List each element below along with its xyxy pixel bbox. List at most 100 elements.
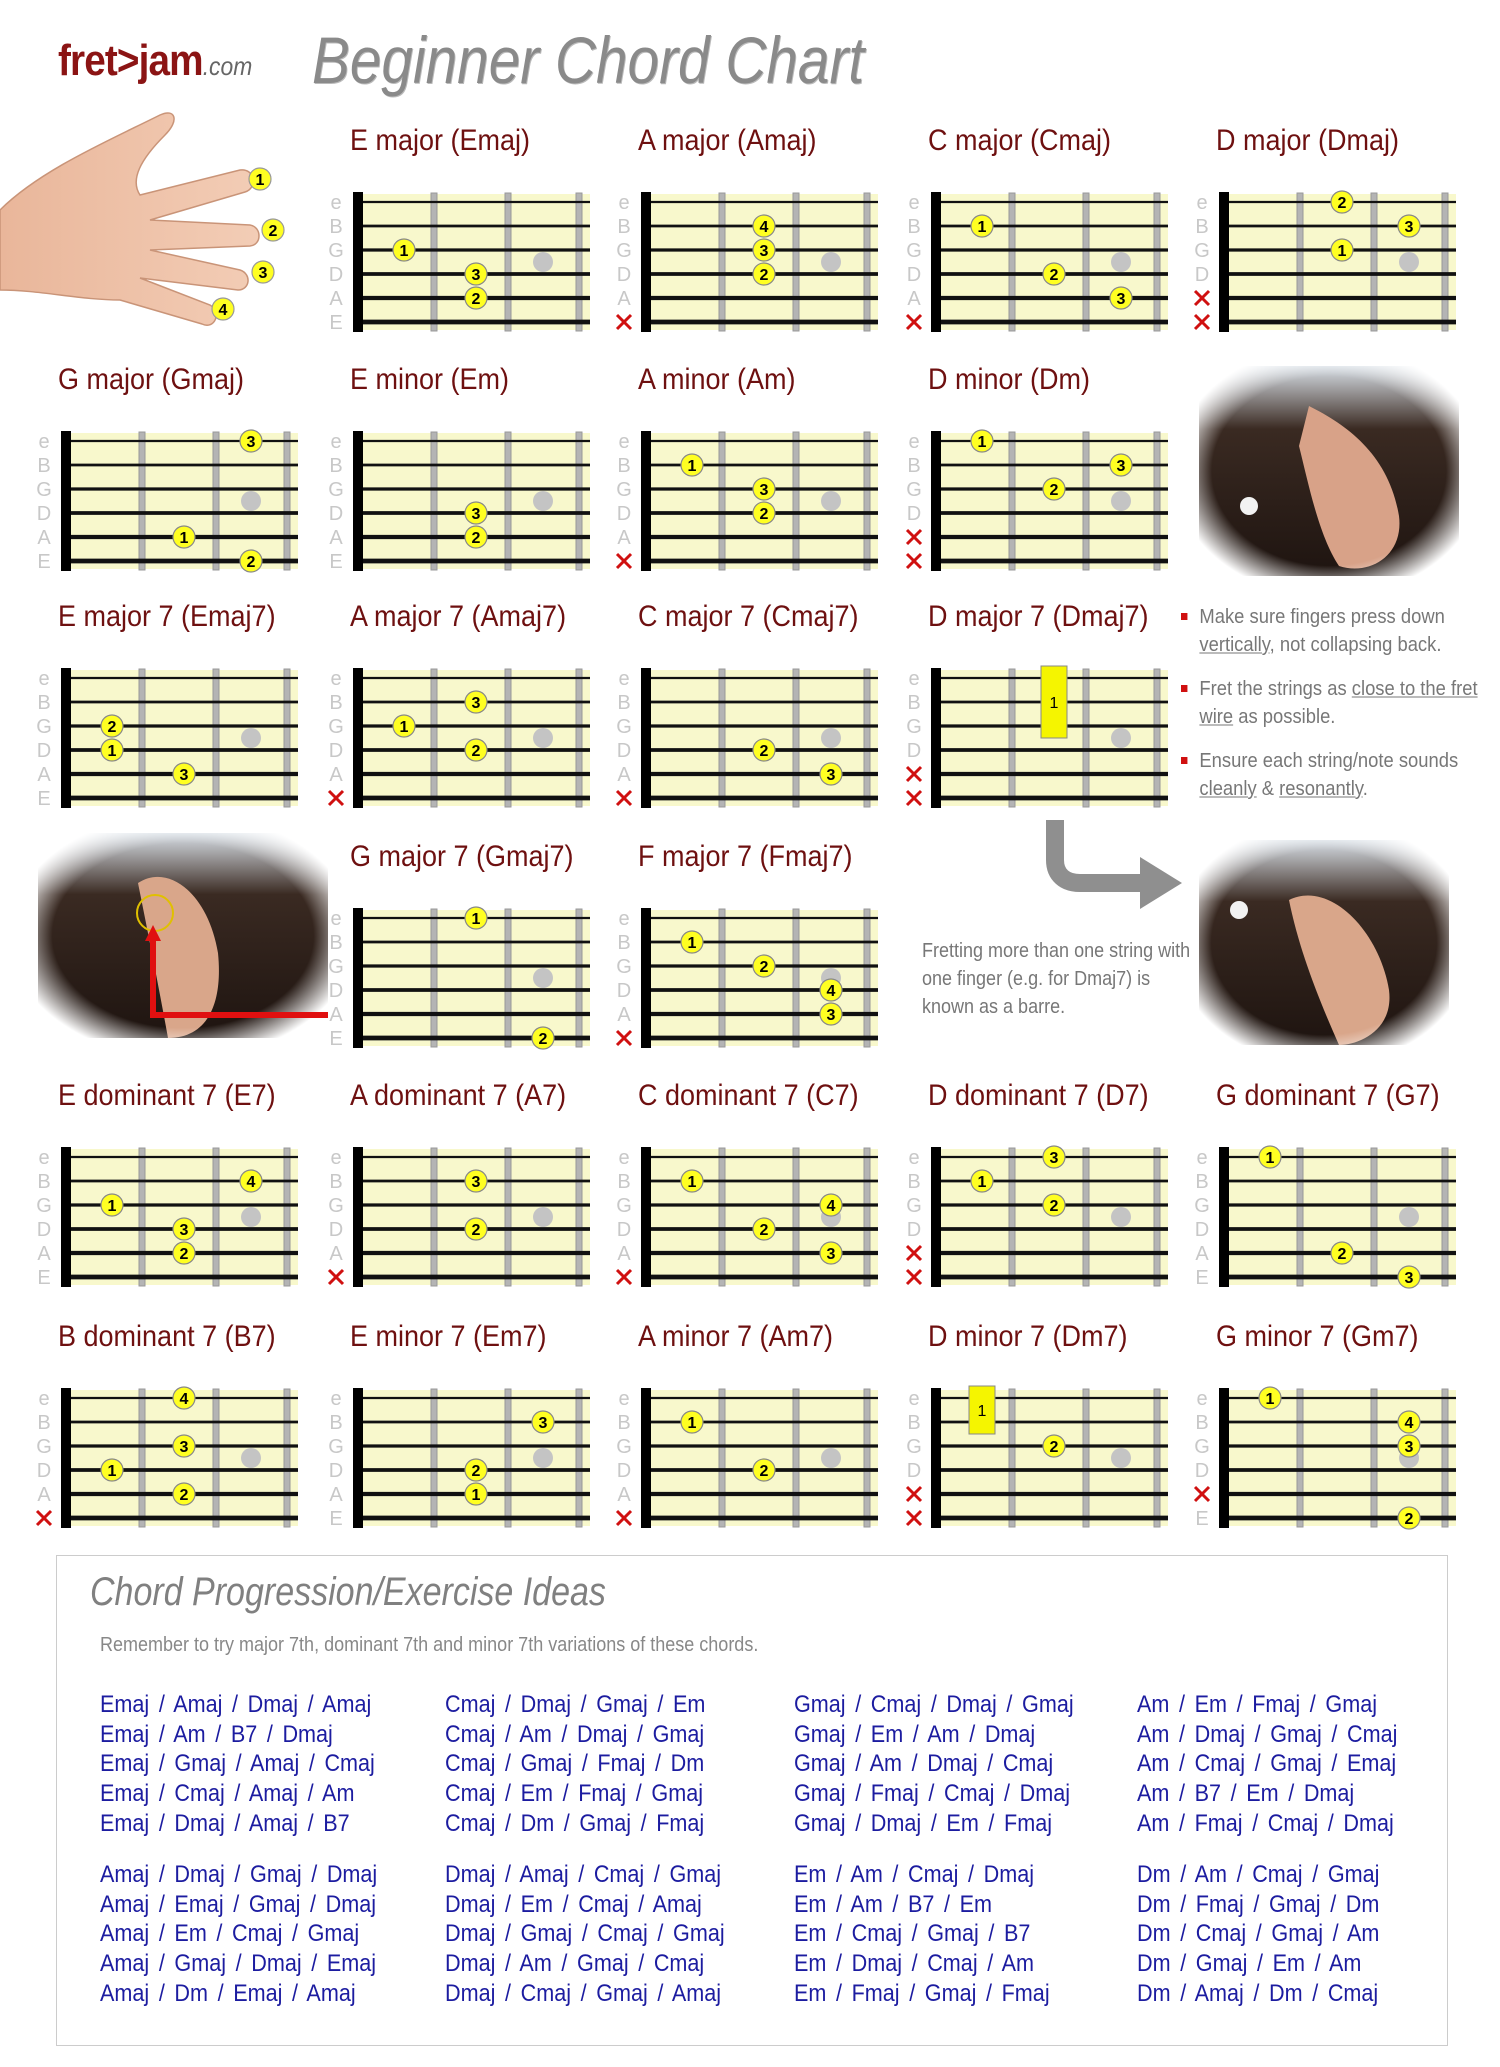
- nut: [353, 668, 363, 808]
- finger-marker: 2: [1330, 1241, 1354, 1265]
- string-label: G: [1194, 1195, 1210, 1217]
- fret-marker: [1111, 252, 1131, 272]
- finger-marker: 1: [680, 930, 704, 954]
- muted-string-icon: [905, 552, 923, 570]
- svg-text:3: 3: [259, 265, 268, 282]
- fretboard: [646, 910, 878, 1046]
- chord-title: D dominant 7 (D7): [928, 1079, 1149, 1112]
- tip-emphasis: resonantly: [1279, 778, 1363, 800]
- string-label: E: [37, 788, 50, 810]
- fret-wire: [1082, 1388, 1090, 1528]
- string-label: A: [907, 288, 921, 310]
- barre-note: Fretting more than one string with one f…: [922, 940, 1191, 1018]
- string-label: e: [1196, 1388, 1207, 1410]
- fret-wire: [430, 668, 438, 808]
- progression-line: Dm / Fmaj / Gmaj / Dm: [1137, 1890, 1380, 1918]
- progression-line: Dm / Cmaj / Gmaj / Am: [1137, 1920, 1380, 1948]
- muted-string-icon: [905, 1485, 923, 1503]
- fret-wire: [138, 1147, 146, 1287]
- nut: [1219, 192, 1229, 332]
- finger-marker: 2: [464, 738, 488, 762]
- string-label: D: [617, 1460, 631, 1482]
- chord-title: A major (Amaj): [638, 124, 817, 157]
- fretboard: [358, 194, 590, 330]
- fret-marker: [1111, 728, 1131, 748]
- string-label: A: [329, 288, 343, 310]
- muted-string-icon: [1193, 1485, 1211, 1503]
- muted-string-icon: [905, 1509, 923, 1527]
- svg-text:2: 2: [180, 1246, 189, 1263]
- nut: [641, 431, 651, 571]
- string-label: B: [617, 216, 630, 238]
- string-label: B: [329, 1412, 342, 1434]
- fret-wire: [863, 668, 871, 808]
- chord-title: F major 7 (Fmaj7): [638, 840, 853, 873]
- finger-marker: 1: [680, 453, 704, 477]
- finger-marker: 1: [680, 1169, 704, 1193]
- muted-string-icon: [615, 313, 633, 331]
- svg-text:2: 2: [1050, 1198, 1059, 1215]
- string-label: E: [1195, 1267, 1208, 1289]
- fret-marker: [533, 968, 553, 988]
- finger-marker: 3: [239, 429, 263, 453]
- svg-text:1: 1: [400, 243, 409, 260]
- svg-text:2: 2: [539, 1031, 548, 1048]
- fretboard: [66, 433, 298, 569]
- chord-title: A minor 7 (Am7): [638, 1320, 834, 1353]
- fret-marker: [821, 728, 841, 748]
- svg-text:2: 2: [760, 959, 769, 976]
- string-label: e: [618, 668, 629, 690]
- svg-text:3: 3: [539, 1415, 548, 1432]
- svg-text:2: 2: [472, 1222, 481, 1239]
- fretboard: [358, 433, 590, 569]
- string-label: G: [906, 479, 922, 501]
- finger-marker: 2: [239, 549, 263, 573]
- fretboard: [936, 433, 1168, 569]
- nut: [931, 1388, 941, 1528]
- fretjam-logo: fret>jam.com: [58, 36, 252, 86]
- string-label: G: [1194, 240, 1210, 262]
- fret-wire: [1296, 192, 1304, 332]
- finger-marker: 2: [172, 1241, 196, 1265]
- progression-line: Cmaj / Am / Dmaj / Gmaj: [445, 1720, 705, 1748]
- finger-marker: 2: [1042, 1193, 1066, 1217]
- fret-wire: [792, 668, 800, 808]
- string-label: B: [617, 455, 630, 477]
- string-label: G: [328, 956, 344, 978]
- progression-line: Gmaj / Dmaj / Em / Fmaj: [794, 1809, 1053, 1837]
- finger-marker: 3: [1109, 453, 1133, 477]
- fret-wire: [792, 192, 800, 332]
- svg-text:2: 2: [1050, 1439, 1059, 1456]
- muted-string-icon: [1193, 289, 1211, 307]
- svg-text:3: 3: [472, 506, 481, 523]
- svg-text:2: 2: [1050, 267, 1059, 284]
- finger-marker: 2: [752, 262, 776, 286]
- string-label: G: [616, 716, 632, 738]
- finger-marker: 4: [819, 1193, 843, 1217]
- string-label: e: [908, 1147, 919, 1169]
- finger-marker: 3: [819, 1241, 843, 1265]
- string-label: D: [1195, 1460, 1209, 1482]
- fret-wire: [863, 1147, 871, 1287]
- string-label: E: [329, 1028, 342, 1050]
- string-label: D: [617, 740, 631, 762]
- progression-line: Dmaj / Gmaj / Cmaj / Gmaj: [445, 1920, 725, 1948]
- finger-marker: 2: [752, 501, 776, 525]
- fret-wire: [792, 1147, 800, 1287]
- photo-finger-position: [1199, 366, 1459, 576]
- svg-text:2: 2: [1338, 195, 1347, 212]
- progression-line: Em / Cmaj / Gmaj / B7: [794, 1920, 1031, 1948]
- svg-text:4: 4: [760, 219, 769, 236]
- finger-marker: 2: [464, 1217, 488, 1241]
- svg-text:1: 1: [978, 219, 987, 236]
- string-label: B: [329, 455, 342, 477]
- fret-wire: [1153, 668, 1161, 808]
- nut: [641, 192, 651, 332]
